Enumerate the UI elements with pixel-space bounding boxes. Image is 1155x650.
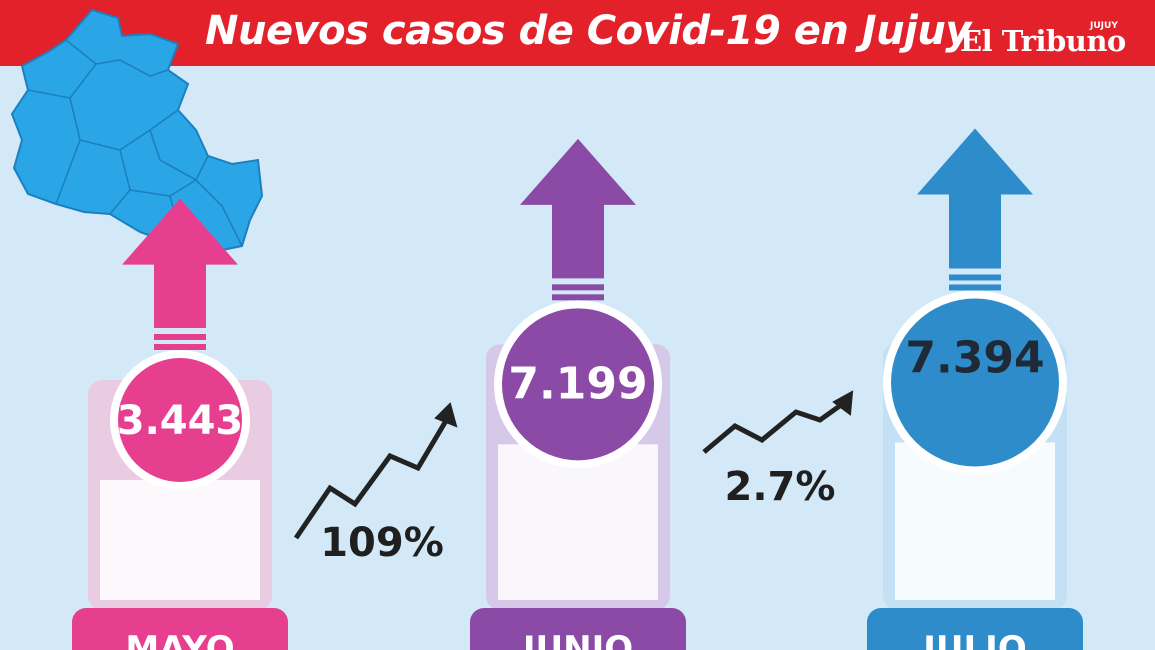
data-label: 7.199 (508, 358, 647, 409)
month-base (470, 608, 686, 650)
tick-label: JULIO (921, 629, 1026, 650)
jujuy-map-icon (10, 8, 264, 252)
arrow-stripe (949, 274, 1001, 281)
bar-panel (498, 444, 658, 600)
up-arrow-icon (917, 128, 1033, 269)
trend-arrow-icon (293, 402, 458, 540)
change-label: 109% (320, 520, 444, 566)
value-circle (502, 308, 654, 461)
header-banner (0, 0, 1155, 66)
month-base (867, 608, 1083, 650)
tick-label: MAYO (125, 629, 234, 650)
brand-logo: El Tribuno (960, 24, 1126, 58)
bar-group-julio: 7.394 JULIO (867, 128, 1083, 650)
month-base (72, 608, 288, 650)
arrow-stripe (154, 344, 206, 350)
arrow-stripe (154, 334, 206, 340)
bar-group-junio: 7.199 JUNIO (470, 138, 686, 650)
arrow-stripe (552, 294, 604, 301)
change-label: 2.7% (725, 464, 836, 510)
brand-logo-region: JUJUY (1090, 21, 1118, 31)
data-label: 7.394 (905, 332, 1044, 383)
value-circle (118, 358, 242, 482)
arrow-stripe (552, 284, 604, 291)
bar-groups: 3.443 MAYO 7.199 JUNIO 7.394 JULIO 109% 2.7% (72, 128, 1083, 650)
page-title: Nuevos casos de Covid-19 en Jujuy (205, 8, 971, 54)
arrow-stripe (949, 284, 1001, 291)
bar-group-mayo: 3.443 MAYO (72, 198, 288, 650)
value-circle (891, 298, 1059, 467)
bar-panel (100, 480, 260, 600)
up-arrow-icon (122, 198, 238, 328)
data-label: 3.443 (117, 398, 244, 444)
tick-label: JUNIO (521, 629, 633, 650)
up-arrow-icon (520, 138, 636, 279)
trend-arrow-icon (702, 390, 854, 454)
